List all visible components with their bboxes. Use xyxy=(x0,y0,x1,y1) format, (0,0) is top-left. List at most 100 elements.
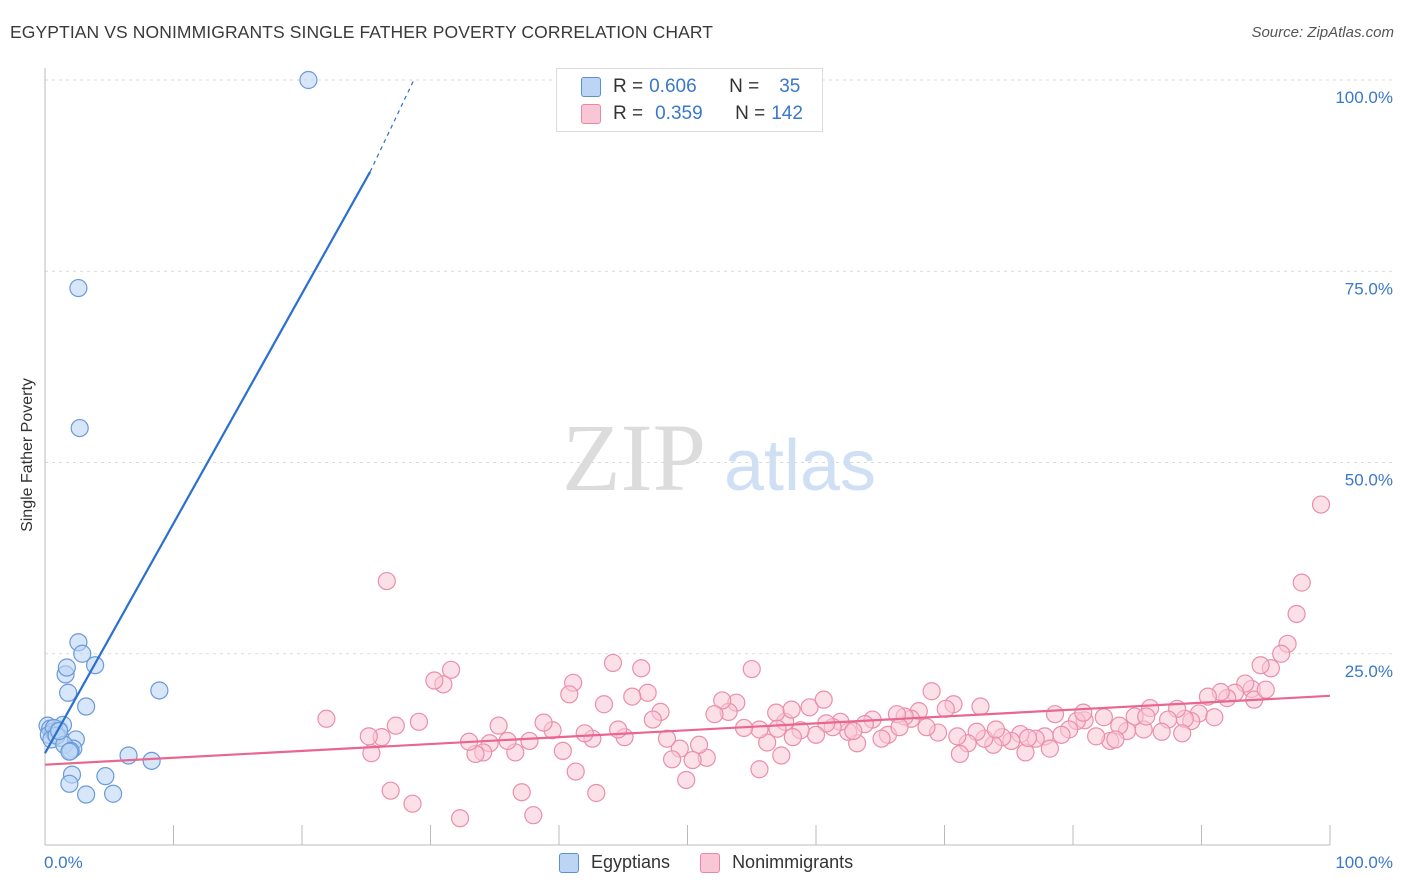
nonimmigrants-point xyxy=(643,710,662,729)
n-label: N = xyxy=(735,103,766,124)
egyptians-point xyxy=(299,70,318,90)
nonimmigrants-point xyxy=(1251,656,1270,675)
series-legend: Egyptians Nonimmigrants xyxy=(559,852,883,873)
egyptians-point xyxy=(96,767,115,786)
grid-lines xyxy=(45,79,1393,655)
egyptians-legend-swatch xyxy=(559,852,579,873)
r-label: R = xyxy=(613,76,644,97)
nonimmigrants-point xyxy=(800,698,819,717)
nonimmigrants-point xyxy=(1018,728,1038,748)
x-tick-label-max: 100.0% xyxy=(1335,853,1393,872)
watermark-zip: ZIP xyxy=(562,404,706,511)
nonimmigrants-point xyxy=(683,750,702,770)
egyptians-trend-extension xyxy=(369,79,415,173)
nonimmigrants-point xyxy=(814,690,833,709)
n-label: N = xyxy=(729,76,760,97)
y-tick-label: 50.0% xyxy=(1345,471,1393,490)
nonimmigrants-point xyxy=(524,806,543,825)
nonimmigrants-point xyxy=(1137,707,1156,726)
r-value: 0.359 xyxy=(655,103,703,124)
nonimmigrants-point xyxy=(534,713,553,732)
nonimmigrants-point xyxy=(377,571,396,591)
y-tick-label: 25.0% xyxy=(1345,662,1393,681)
r-label: R = xyxy=(613,103,644,124)
nonimmigrants-point xyxy=(1074,703,1093,722)
egyptians-point xyxy=(59,683,78,702)
n-value: 35 xyxy=(779,76,801,97)
nonimmigrants-trend-line xyxy=(44,694,1331,766)
nonimmigrants-point xyxy=(705,705,724,724)
y-tick-label: 100.0% xyxy=(1335,88,1393,107)
nonimmigrants-point xyxy=(1311,495,1331,514)
nonimmigrants-point xyxy=(425,671,444,690)
nonimmigrants-point xyxy=(587,783,606,803)
legend-item-nonimmigrants: Nonimmigrants xyxy=(700,852,853,873)
nonimmigrants-point xyxy=(566,762,585,781)
nonimmigrants-point xyxy=(609,720,628,739)
nonimmigrants-point xyxy=(689,735,709,754)
nonimmigrants-points xyxy=(317,495,1331,828)
nonimmigrants-point xyxy=(782,700,801,719)
source-label: Source: ZipAtlas.com xyxy=(1251,24,1394,41)
nonimmigrants-point xyxy=(948,727,967,746)
nonimmigrants-point xyxy=(713,691,732,710)
egyptians-point xyxy=(60,742,79,761)
egyptians-point xyxy=(142,751,161,770)
nonimmigrants-point xyxy=(917,718,936,737)
nonimmigrants-point xyxy=(890,718,909,737)
correlation-legend: R = 0.606 N = 35 R = 0.359 N = 142 xyxy=(556,68,823,132)
egyptians-point xyxy=(77,785,96,804)
nonimmigrants-point xyxy=(750,760,769,779)
nonimmigrants-point xyxy=(872,729,891,748)
egyptians-point xyxy=(69,278,88,298)
legend-item-egyptians: Egyptians xyxy=(559,852,670,873)
chart-title: EGYPTIAN VS NONIMMIGRANTS SINGLE FATHER … xyxy=(10,22,714,42)
tick-labels: 25.0% 50.0% 75.0% 100.0% 0.0% 100.0% xyxy=(44,88,1393,872)
egyptians-point xyxy=(77,697,96,716)
egyptians-point xyxy=(70,418,89,438)
nonimmigrants-point xyxy=(553,741,572,761)
nonimmigrants-point xyxy=(1045,705,1065,724)
egyptians-swatch xyxy=(581,77,601,97)
nonimmigrants-point xyxy=(986,720,1006,739)
nonimmigrants-point xyxy=(632,659,651,678)
nonimmigrants-point xyxy=(950,744,970,764)
nonimmigrants-point xyxy=(1292,573,1311,592)
nonimmigrants-point xyxy=(359,727,378,746)
nonimmigrants-point xyxy=(1094,708,1113,727)
egyptians-point xyxy=(150,681,169,700)
nonimmigrants-point xyxy=(1173,724,1192,743)
nonimmigrants-point xyxy=(1087,727,1106,746)
nonimmigrants-point xyxy=(520,731,539,751)
nonimmigrants-point xyxy=(381,781,400,800)
nonimmigrants-point xyxy=(1152,722,1171,741)
nonimmigrants-point xyxy=(971,697,990,716)
egyptians-point xyxy=(104,784,123,803)
nonimmigrants-point xyxy=(409,712,429,731)
nonimmigrants-point xyxy=(844,721,863,741)
nonimmigrants-point xyxy=(922,682,941,701)
x-tick-label-min: 0.0% xyxy=(44,853,83,872)
egyptians-point xyxy=(73,644,92,663)
watermark: ZIP atlas xyxy=(562,404,876,511)
nonimmigrants-point xyxy=(742,659,761,679)
legend-label-nonimmigrants: Nonimmigrants xyxy=(732,852,854,872)
nonimmigrants-legend-swatch xyxy=(700,852,721,873)
nonimmigrants-point xyxy=(806,725,826,744)
nonimmigrants-point xyxy=(1040,739,1059,758)
nonimmigrants-point xyxy=(1052,725,1071,744)
egyptians-point xyxy=(57,658,76,677)
nonimmigrants-point xyxy=(403,794,422,813)
nonimmigrants-point xyxy=(750,720,769,739)
watermark-atlas: atlas xyxy=(724,426,876,506)
egyptians-points xyxy=(38,70,318,804)
nonimmigrants-point xyxy=(603,653,623,673)
nonimmigrants-point xyxy=(450,809,470,828)
nonimmigrants-point xyxy=(489,716,508,735)
nonimmigrants-point xyxy=(623,687,642,706)
nonimmigrants-point xyxy=(767,703,786,722)
nonimmigrants-point xyxy=(386,716,405,735)
nonimmigrants-point xyxy=(783,728,802,747)
y-tick-label: 75.0% xyxy=(1345,279,1393,298)
